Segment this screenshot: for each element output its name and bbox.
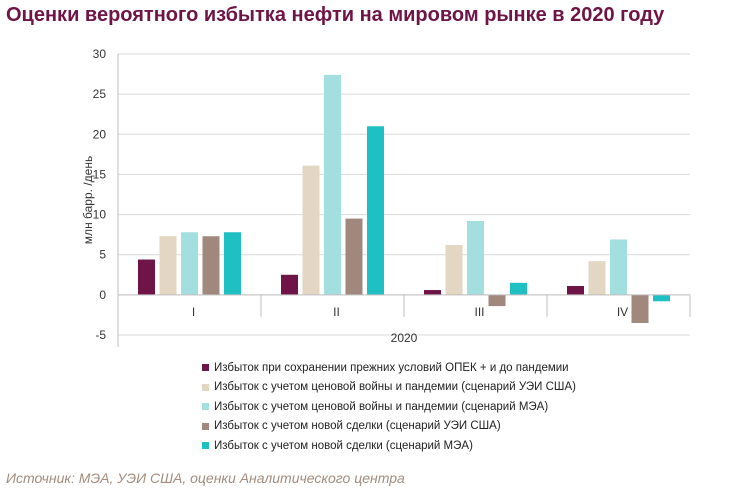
bar <box>610 239 627 295</box>
legend-swatch <box>202 364 209 372</box>
y-axis-label: млн барр. /день <box>81 156 95 244</box>
bar <box>567 286 584 295</box>
bar <box>345 218 363 295</box>
legend-swatch <box>202 403 209 411</box>
legend-label: Избыток при сохранении прежних условий О… <box>214 361 569 374</box>
bar <box>159 236 177 295</box>
bar <box>281 274 298 295</box>
legend-label: Избыток с учетом новой сделки (сценарий … <box>214 439 473 452</box>
bar <box>631 294 649 323</box>
legend-item: Избыток с учетом ценовой войны и пандеми… <box>202 397 576 417</box>
y-tick-label: 25 <box>93 87 107 101</box>
y-tick-label: -5 <box>95 328 106 342</box>
y-tick-label: 20 <box>93 127 107 141</box>
bar <box>445 245 463 295</box>
legend-label: Избыток с учетом ценовой войны и пандеми… <box>214 381 576 394</box>
bars <box>138 74 670 323</box>
legend-item: Избыток с учетом ценовой войны и пандеми… <box>202 378 576 398</box>
bar <box>588 261 606 295</box>
x-tick-label: II <box>333 305 340 319</box>
chart-title: Оценки вероятного избытка нефти на миров… <box>6 4 665 26</box>
bar <box>302 165 320 295</box>
legend-item: Избыток при сохранении прежних условий О… <box>202 358 576 378</box>
legend-swatch <box>202 422 209 430</box>
y-tick-label: 10 <box>93 208 107 222</box>
legend-label: Избыток с учетом ценовой войны и пандеми… <box>214 400 549 413</box>
x-tick-label: I <box>192 305 195 319</box>
bar <box>138 259 155 295</box>
source-note: Источник: МЭА, УЭИ США, оценки Аналитиче… <box>6 470 405 486</box>
bar <box>367 126 384 295</box>
legend-swatch <box>202 383 209 391</box>
legend-label: Избыток с учетом новой сделки (сценарий … <box>214 420 501 433</box>
legend: Избыток при сохранении прежних условий О… <box>202 358 576 456</box>
bar <box>202 236 220 295</box>
bar <box>424 290 441 295</box>
legend-item: Избыток с учетом новой сделки (сценарий … <box>202 417 576 437</box>
bar <box>467 220 484 295</box>
legend-swatch <box>202 442 209 450</box>
y-tick-label: 30 <box>93 47 107 61</box>
bar <box>324 74 341 295</box>
bar <box>510 282 527 295</box>
bar <box>488 294 506 307</box>
bar <box>653 294 670 302</box>
bar <box>224 232 241 295</box>
y-tick-label: 15 <box>93 167 107 181</box>
x-axis-label: 2020 <box>391 331 418 345</box>
y-tick-label: 5 <box>99 248 106 262</box>
x-tick-label: III <box>474 305 484 319</box>
bar <box>181 232 198 295</box>
x-tick-label: IV <box>617 305 628 319</box>
y-tick-label: 0 <box>99 288 106 302</box>
legend-item: Избыток с учетом новой сделки (сценарий … <box>202 436 576 456</box>
